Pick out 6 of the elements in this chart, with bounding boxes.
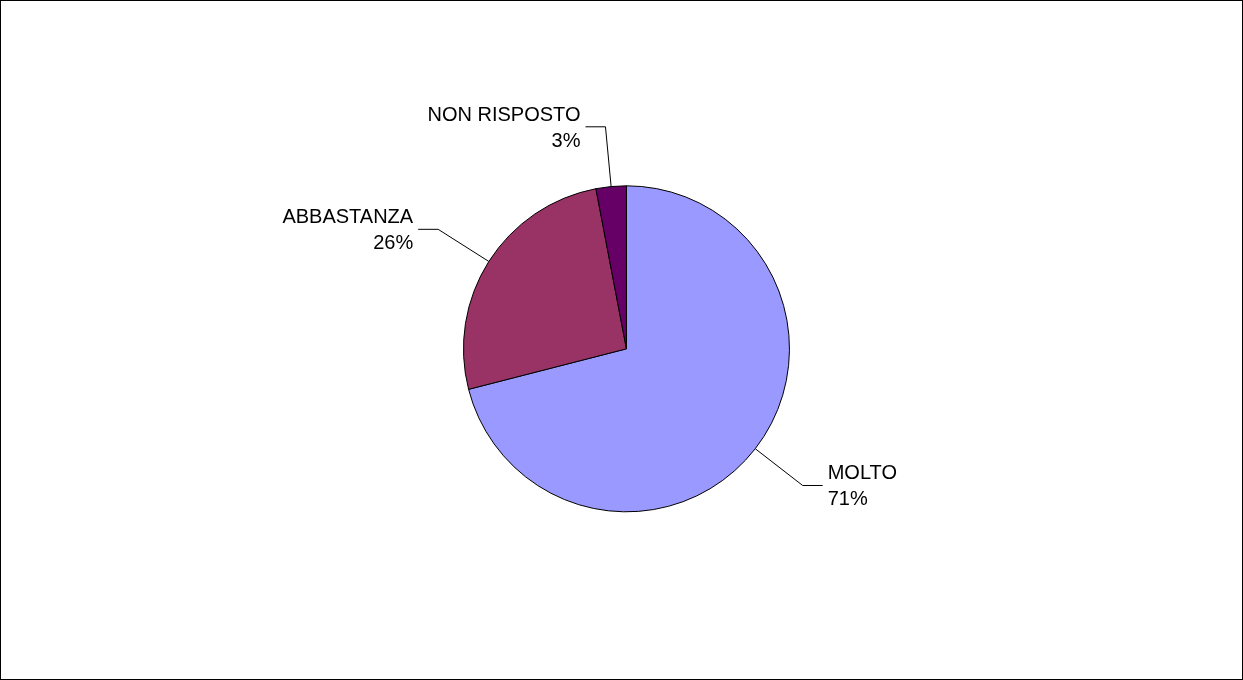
data-label: 3% <box>551 128 581 151</box>
slice-label: NON RISPOSTO <box>427 102 581 125</box>
data-label: 71% <box>827 487 868 510</box>
slice-label: ABBASTANZA <box>282 205 414 228</box>
data-label: 26% <box>373 231 414 254</box>
slice-label: MOLTO <box>827 461 897 484</box>
